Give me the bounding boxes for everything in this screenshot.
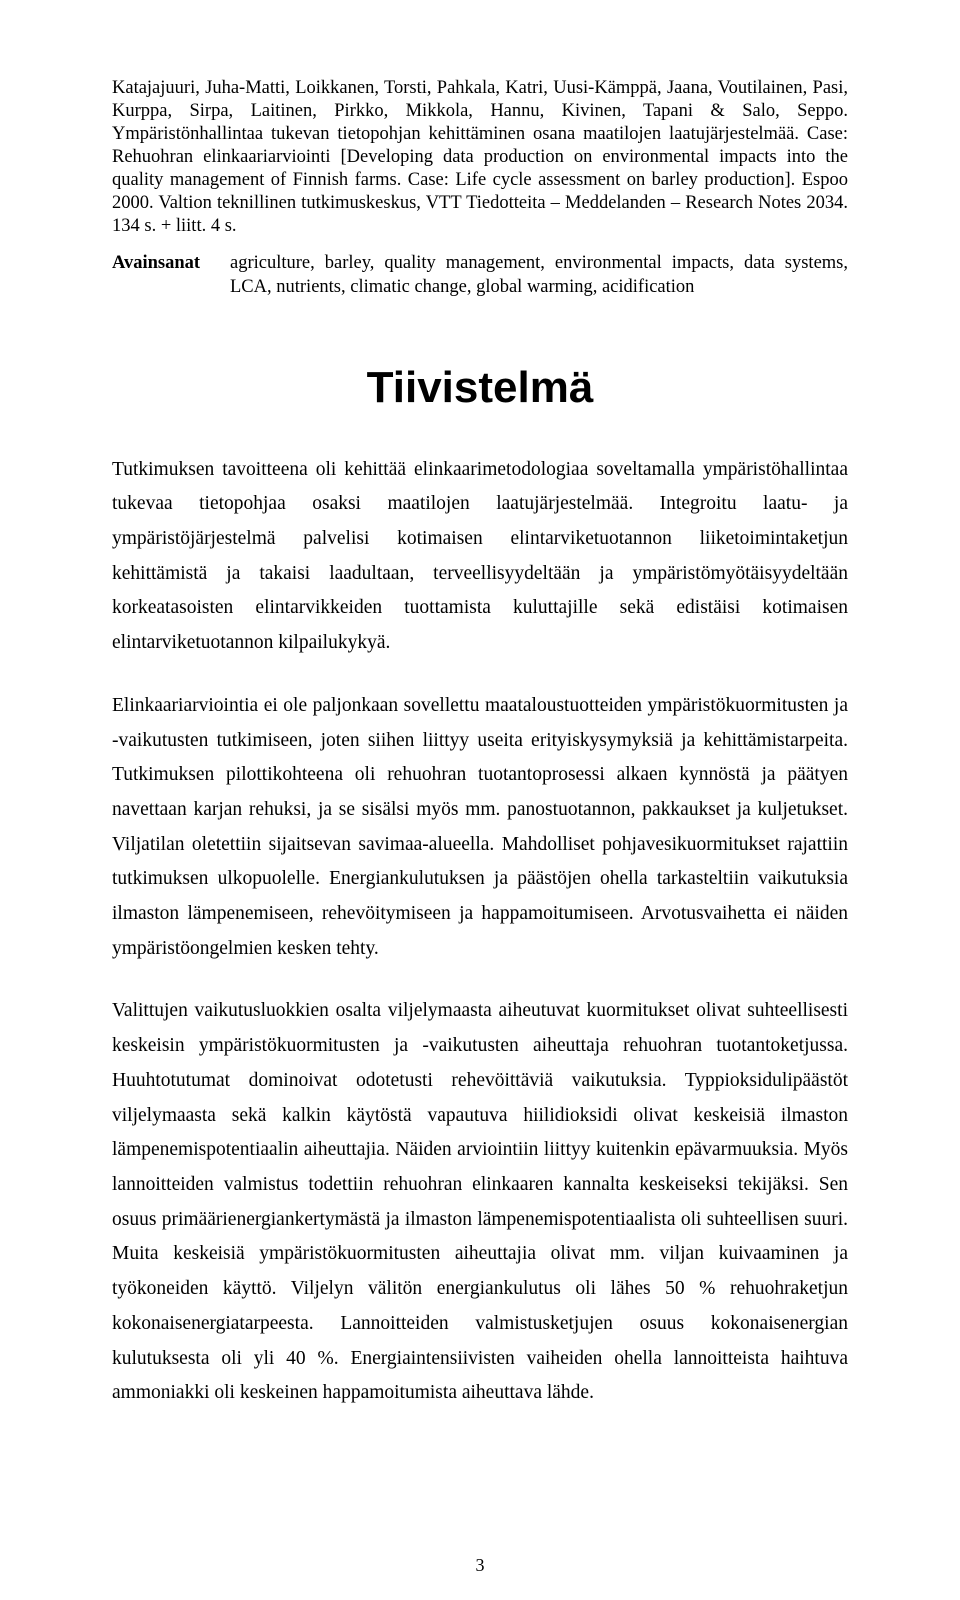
page-number: 3 [0,1555,960,1576]
abstract-paragraph-2: Elinkaariarviointia ei ole paljonkaan so… [112,689,848,967]
abstract-heading: Tiivistelmä [112,363,848,413]
keywords-value: agriculture, barley, quality management,… [230,252,848,298]
abstract-paragraph-3: Valittujen vaikutusluokkien osalta vilje… [112,994,848,1410]
document-page: Katajajuuri, Juha-Matti, Loikkanen, Tors… [0,0,960,1600]
keywords-label: Avainsanat [112,252,230,298]
abstract-paragraph-1: Tutkimuksen tavoitteena oli kehittää eli… [112,453,848,661]
citation-block: Katajajuuri, Juha-Matti, Loikkanen, Tors… [112,77,848,239]
keywords-row: Avainsanat agriculture, barley, quality … [112,252,848,298]
